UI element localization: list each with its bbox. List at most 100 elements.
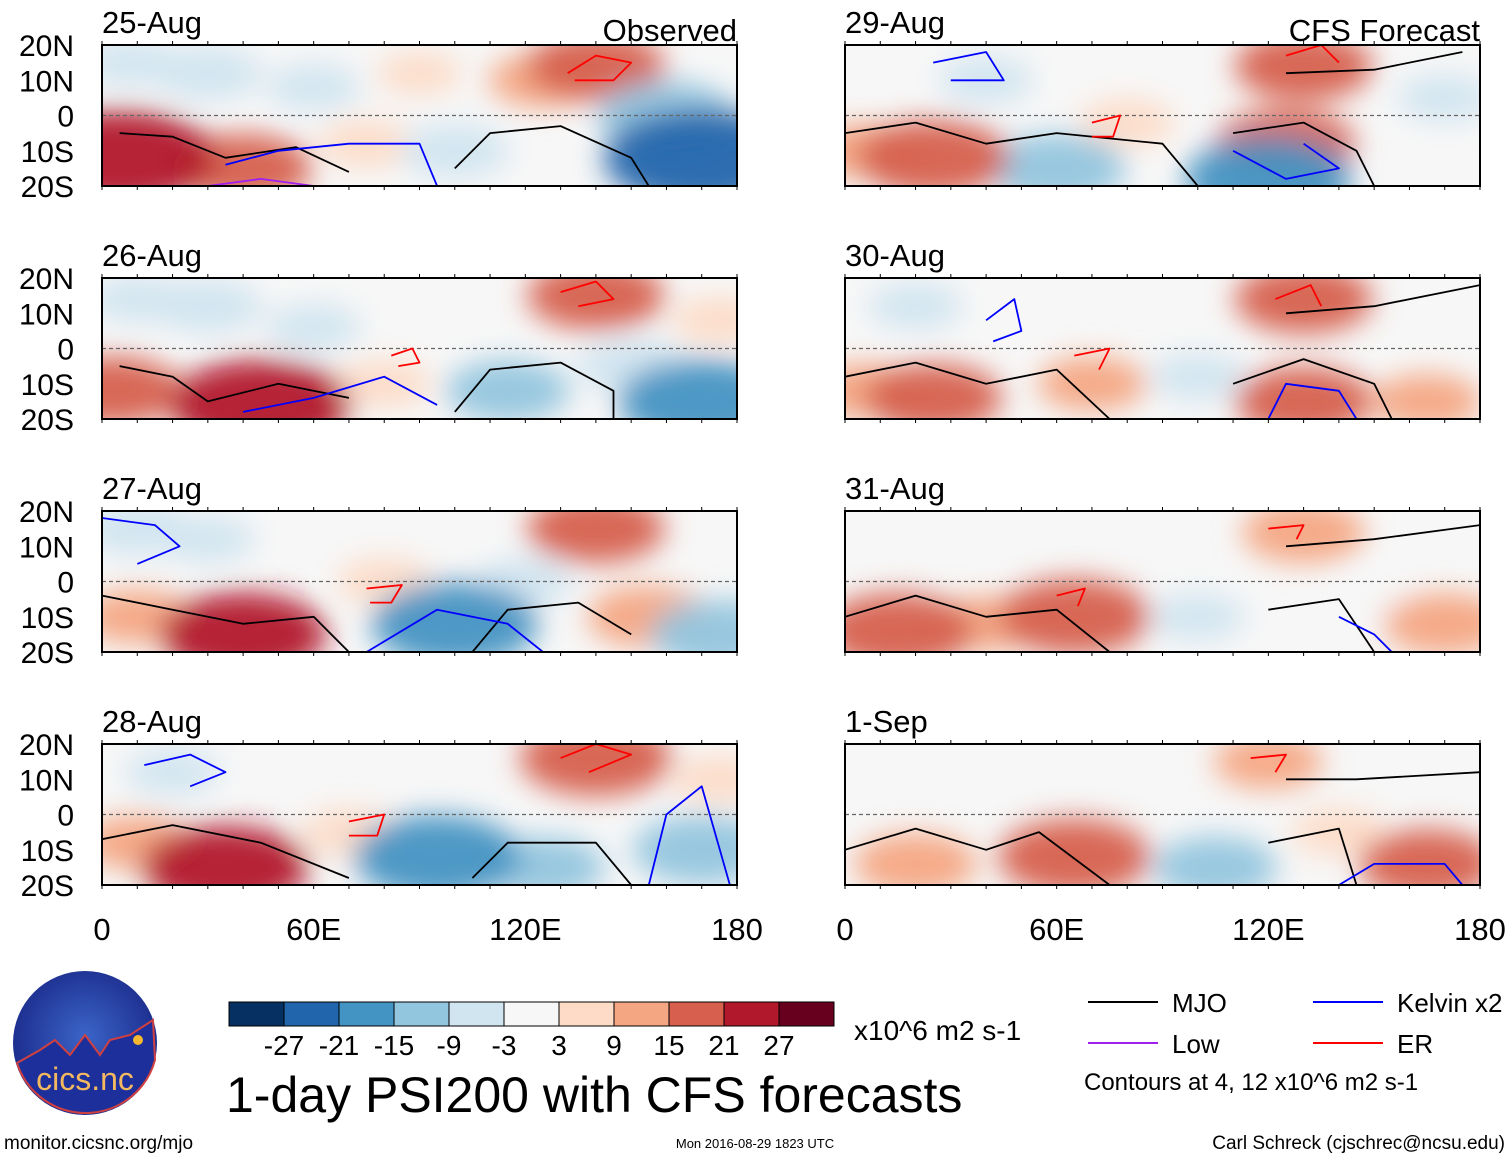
colorbar-label: 15 (653, 1030, 684, 1061)
colorbar-swatch (668, 1001, 725, 1027)
colorbar-label: -9 (437, 1030, 462, 1061)
colorbar-swatch (558, 1001, 615, 1027)
anomaly-mark (671, 755, 737, 803)
contour-er (560, 280, 615, 308)
anomaly-mark (1291, 808, 1387, 856)
panel-field (845, 278, 1480, 419)
contour-mjo (845, 121, 1199, 186)
cics-logo: cics.nc (13, 971, 157, 1115)
lat-tick-label: 0 (57, 101, 74, 134)
contour-kelvin (985, 298, 1023, 343)
colorbar-swatch (778, 1001, 835, 1027)
anomaly-mark (1079, 98, 1175, 147)
anomaly-mark (864, 363, 1003, 419)
contour-mjo (1285, 284, 1480, 315)
anomaly-mark (1372, 374, 1480, 419)
contour-mjo (1286, 771, 1480, 781)
lat-tick-label: 10N (19, 298, 74, 331)
contour-er (1056, 587, 1086, 607)
map-panel: 31-Aug (844, 471, 1481, 656)
contour-mjo (1268, 827, 1358, 885)
anomaly-mark (1234, 366, 1373, 419)
anomaly-mark (618, 359, 737, 419)
panel-date: 26-Aug (102, 238, 202, 273)
anomaly-mark (170, 359, 352, 419)
anomaly-mark (671, 296, 737, 344)
anomaly-mark (371, 582, 539, 652)
lat-tick-label: 20S (21, 870, 74, 903)
panel-date: 27-Aug (102, 471, 202, 506)
anomaly-field (845, 278, 1480, 419)
contour-er (1091, 114, 1122, 138)
map-panel: 30-Aug (844, 238, 1481, 423)
legend-label: Low (1172, 1029, 1220, 1059)
contour-mjo (471, 601, 632, 652)
contour-mjo (471, 841, 632, 885)
map-panel: 29-Aug CFS Forecast (844, 5, 1481, 190)
contour-mjo (119, 132, 350, 173)
contour-mjo (1285, 51, 1463, 75)
anomaly-mark (998, 578, 1151, 652)
anomaly-mark (1150, 593, 1246, 641)
lat-tick-label: 20S (21, 171, 74, 204)
colorbar-label: 9 (606, 1030, 622, 1061)
anomaly-mark (998, 818, 1151, 885)
panel-date: 28-Aug (102, 704, 202, 739)
lat-tick-label: 10N (19, 65, 74, 98)
lat-tick-label: 0 (57, 800, 74, 833)
contour-er (560, 744, 633, 774)
panel-date: 1-Sep (845, 704, 928, 739)
contour-mjo (119, 365, 350, 403)
panel-tag: CFS Forecast (1289, 13, 1481, 48)
colorbar-label: 3 (551, 1030, 567, 1061)
lon-tick-label: 0 (93, 912, 110, 947)
legend-label: Kelvin x2 (1397, 988, 1503, 1018)
lat-tick-label: 10S (21, 136, 74, 169)
contour-er (1275, 284, 1323, 307)
anomaly-mark (853, 832, 978, 885)
contour-mjo (454, 125, 650, 186)
panel-field (102, 278, 737, 419)
anomaly-field (102, 744, 737, 885)
map-panel: 1-Sep 0 60E 120E 180 (836, 704, 1505, 947)
anomaly-mark (400, 123, 510, 179)
lat-tick-label: 10N (19, 764, 74, 797)
colorbar: -27 -21 -15 -9 -3 3 9 15 21 27 (228, 1001, 835, 1061)
lon-tick-label: 0 (836, 912, 853, 947)
contour-er (391, 347, 421, 367)
contour-mjo (845, 594, 1111, 652)
contour-er (1250, 753, 1287, 773)
contour-kelvin (933, 51, 1005, 82)
contour-kelvin (1267, 382, 1358, 419)
colorbar-swatch (283, 1001, 340, 1027)
anomaly-mark (1184, 137, 1352, 186)
lon-tick-label: 180 (711, 912, 763, 947)
anomaly-mark (1358, 829, 1480, 885)
footer-url[interactable]: monitor.cicsnc.org/mjo (4, 1133, 193, 1154)
contour-kelvin (225, 142, 438, 186)
anomaly-mark (445, 359, 570, 419)
contour-er (348, 813, 386, 837)
contour-mjo (102, 594, 350, 652)
contour-er (567, 54, 633, 82)
lat-tick-label: 10S (21, 835, 74, 868)
anomaly-field (853, 744, 1480, 885)
map-panels: 25-Aug Observed20N10N010S20S26-Aug20N10N0… (19, 5, 1506, 947)
colorbar-swatch (228, 1001, 285, 1027)
footer-author: Carl Schreck (cjschrec@ncsu.edu) (1212, 1133, 1505, 1154)
anomaly-mark (266, 303, 362, 352)
panel-field (845, 744, 1480, 885)
colorbar-swatch (338, 1001, 395, 1027)
panel-field (845, 511, 1480, 652)
lat-tick-label: 0 (57, 567, 74, 600)
anomaly-mark (603, 108, 737, 186)
contour-kelvin (144, 753, 227, 788)
panel-field (102, 511, 737, 652)
lat-tick-label: 20N (19, 729, 74, 762)
contour-kelvin (647, 785, 731, 885)
colorbar-swatch (393, 1001, 450, 1027)
